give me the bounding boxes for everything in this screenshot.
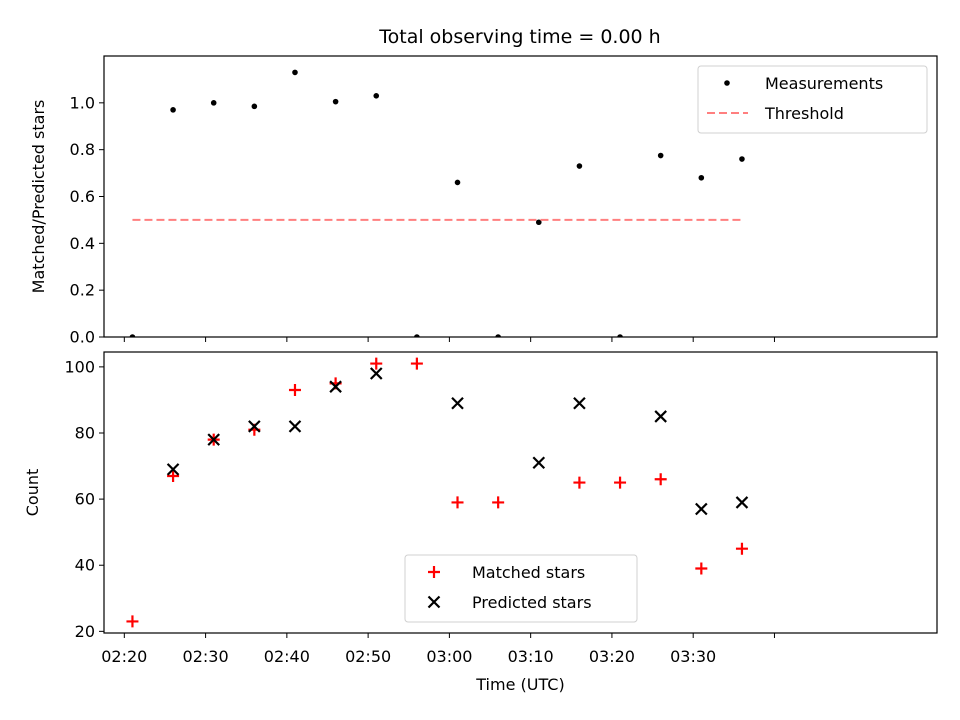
legend-box [404,554,638,623]
measurements-point [414,334,420,337]
x-tick-label: 02:50 [345,647,391,666]
plot-frame [103,351,938,634]
matched-stars-point [614,476,627,489]
measurements-legend-marker [724,80,730,86]
legend-label: Predicted stars [472,593,592,612]
predicted-stars-point [654,410,667,423]
y-tick-label: 0.0 [70,328,95,347]
chart-title: Total observing time = 0.00 h [378,26,660,48]
matched-stars-point [573,476,586,489]
y-tick-label: 1.0 [70,93,95,112]
legend-label: Measurements [765,74,883,93]
measurements-point [210,100,217,106]
matched-stars-point [167,469,180,482]
y-tick-label: 60 [75,490,95,509]
y-tick-label: 0.4 [70,234,95,253]
data-layer [126,357,749,628]
y-axis-label: Count [23,469,42,517]
measurements-point [657,152,664,159]
ratio-panel: 0.0 0.2 0.4 0.6 0.8 1.0 Matched/Predicted star… [29,55,938,347]
y-tick-label: 100 [64,357,95,376]
measurements-point [292,69,298,76]
matched-stars-point [695,562,708,575]
x-tick-label: 02:30 [183,647,229,666]
predicted-stars-point [735,496,749,509]
data-layer [129,69,745,337]
matched-stars-point [288,384,301,397]
matched-stars-point [410,357,423,370]
measurements-point [698,174,705,181]
x-axis-label: Time (UTC) [475,675,564,694]
measurements-point [332,98,339,105]
predicted-stars-point [532,456,546,470]
measurements-point [535,219,542,226]
matched-stars-legend-marker [428,566,440,578]
legend-label: Threshold [764,104,844,123]
predicted-stars-point [329,380,342,393]
predicted-stars-legend-marker [427,595,441,609]
matched-stars-point [126,615,139,628]
x-tick-label: 02:20 [101,647,147,666]
measurements-point [251,103,258,110]
measurements-point [129,334,136,337]
matched-stars-point [451,496,464,509]
x-tick-label: 02:40 [264,647,310,666]
predicted-stars-point [573,396,586,410]
x-tick-label: 03:20 [589,647,635,666]
predicted-stars-point [695,502,708,516]
predicted-stars-point [166,463,180,476]
y-tick-label: 20 [75,622,95,641]
measurements-point [576,163,583,169]
y-axis-label: Matched/Predicted stars [29,100,48,294]
predicted-stars-point [288,420,302,433]
legend-box [697,65,928,134]
x-tick-label: 03:10 [508,647,554,666]
measurements-point [170,107,176,113]
matched-stars-point [492,496,505,509]
y-tick-label: 0.2 [70,281,95,300]
y-tick-label: 40 [75,556,95,575]
matched-stars-point [370,357,383,370]
measurements-point [495,334,501,337]
predicted-stars-point [248,420,261,433]
measurements-point [739,156,745,162]
predicted-stars-point [207,433,220,446]
predicted-stars-point [451,396,464,410]
y-tick-label: 0.8 [70,140,95,159]
legend-label: Matched stars [472,563,585,582]
measurements-point [373,93,380,99]
y-tick-label: 80 [75,423,95,442]
measurements-point [617,334,623,337]
matched-stars-point [654,473,667,486]
y-tick-label: 0.6 [70,187,95,206]
matched-stars-point [735,542,748,555]
predicted-stars-point [369,367,383,380]
plot-frame [103,55,938,338]
legend: Matched stars Predicted stars [404,554,638,623]
measurements-point [454,179,461,186]
x-tick-label: 03:30 [670,647,716,666]
count-panel: 20 40 60 80 100 02:20 02:30 02:40 02:50 03:00 03:1… [23,351,938,694]
x-tick-label: 03:00 [426,647,472,666]
legend: Measurements Threshold [697,65,928,134]
